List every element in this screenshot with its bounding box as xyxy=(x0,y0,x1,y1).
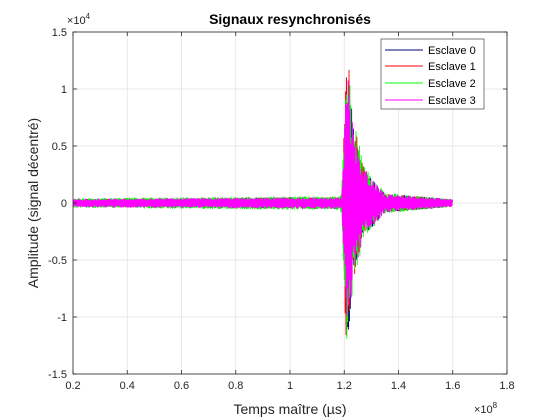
x-exponent-power: 8 xyxy=(493,401,498,410)
legend-label-1: Esclave 1 xyxy=(428,61,476,73)
y-axis-exponent: ×104 xyxy=(67,12,91,27)
x-tick-label: 1.4 xyxy=(391,380,406,392)
series-layer xyxy=(73,69,453,339)
y-tick-label: -1.5 xyxy=(48,369,67,381)
y-tick-label: 1.5 xyxy=(52,27,67,39)
x-axis-exponent: ×108 xyxy=(474,401,498,416)
chart-title: Signaux resynchronisés xyxy=(209,11,371,27)
legend-entry-0: Esclave 0 xyxy=(385,45,476,57)
y-tick-label: -0.5 xyxy=(48,255,67,267)
y-exponent-base: ×10 xyxy=(67,15,86,27)
legend-label-0: Esclave 0 xyxy=(428,45,476,57)
x-tick-label: 1.2 xyxy=(337,380,352,392)
x-exponent-base: ×10 xyxy=(474,404,493,416)
y-tick-label: 0.5 xyxy=(52,141,67,153)
x-tick-label: 0.2 xyxy=(65,380,80,392)
x-tick-label: 1.8 xyxy=(499,380,514,392)
x-axis-label: Temps maître (µs) xyxy=(233,401,346,417)
legend-entry-3: Esclave 3 xyxy=(385,95,476,107)
x-tick-label: 0.4 xyxy=(120,380,135,392)
legend-entry-1: Esclave 1 xyxy=(385,61,476,73)
x-tick-label: 1.6 xyxy=(445,380,460,392)
legend-label-2: Esclave 2 xyxy=(428,78,476,90)
x-tick-label: 0.6 xyxy=(174,380,189,392)
y-tick-label: 1 xyxy=(61,84,67,96)
legend: Esclave 0 Esclave 1 Esclave 2 Esclave 3 xyxy=(380,38,485,110)
y-tick-label: 0 xyxy=(61,198,67,210)
legend-label-3: Esclave 3 xyxy=(428,95,476,107)
legend-box xyxy=(380,38,485,110)
y-axis-label: Amplitude (signal décentré) xyxy=(25,118,41,288)
ticks: 0.2 0.4 0.6 0.8 1 1.2 1.4 1.6 1.8 -1.5 -1 -0.5 0 0.5 1… xyxy=(48,27,515,392)
legend-entry-2: Esclave 2 xyxy=(385,78,476,90)
y-tick-label: -1 xyxy=(57,312,67,324)
y-exponent-power: 4 xyxy=(86,12,91,21)
x-tick-label: 1 xyxy=(287,380,293,392)
x-tick-label: 0.8 xyxy=(228,380,243,392)
series-line-3 xyxy=(73,80,453,316)
